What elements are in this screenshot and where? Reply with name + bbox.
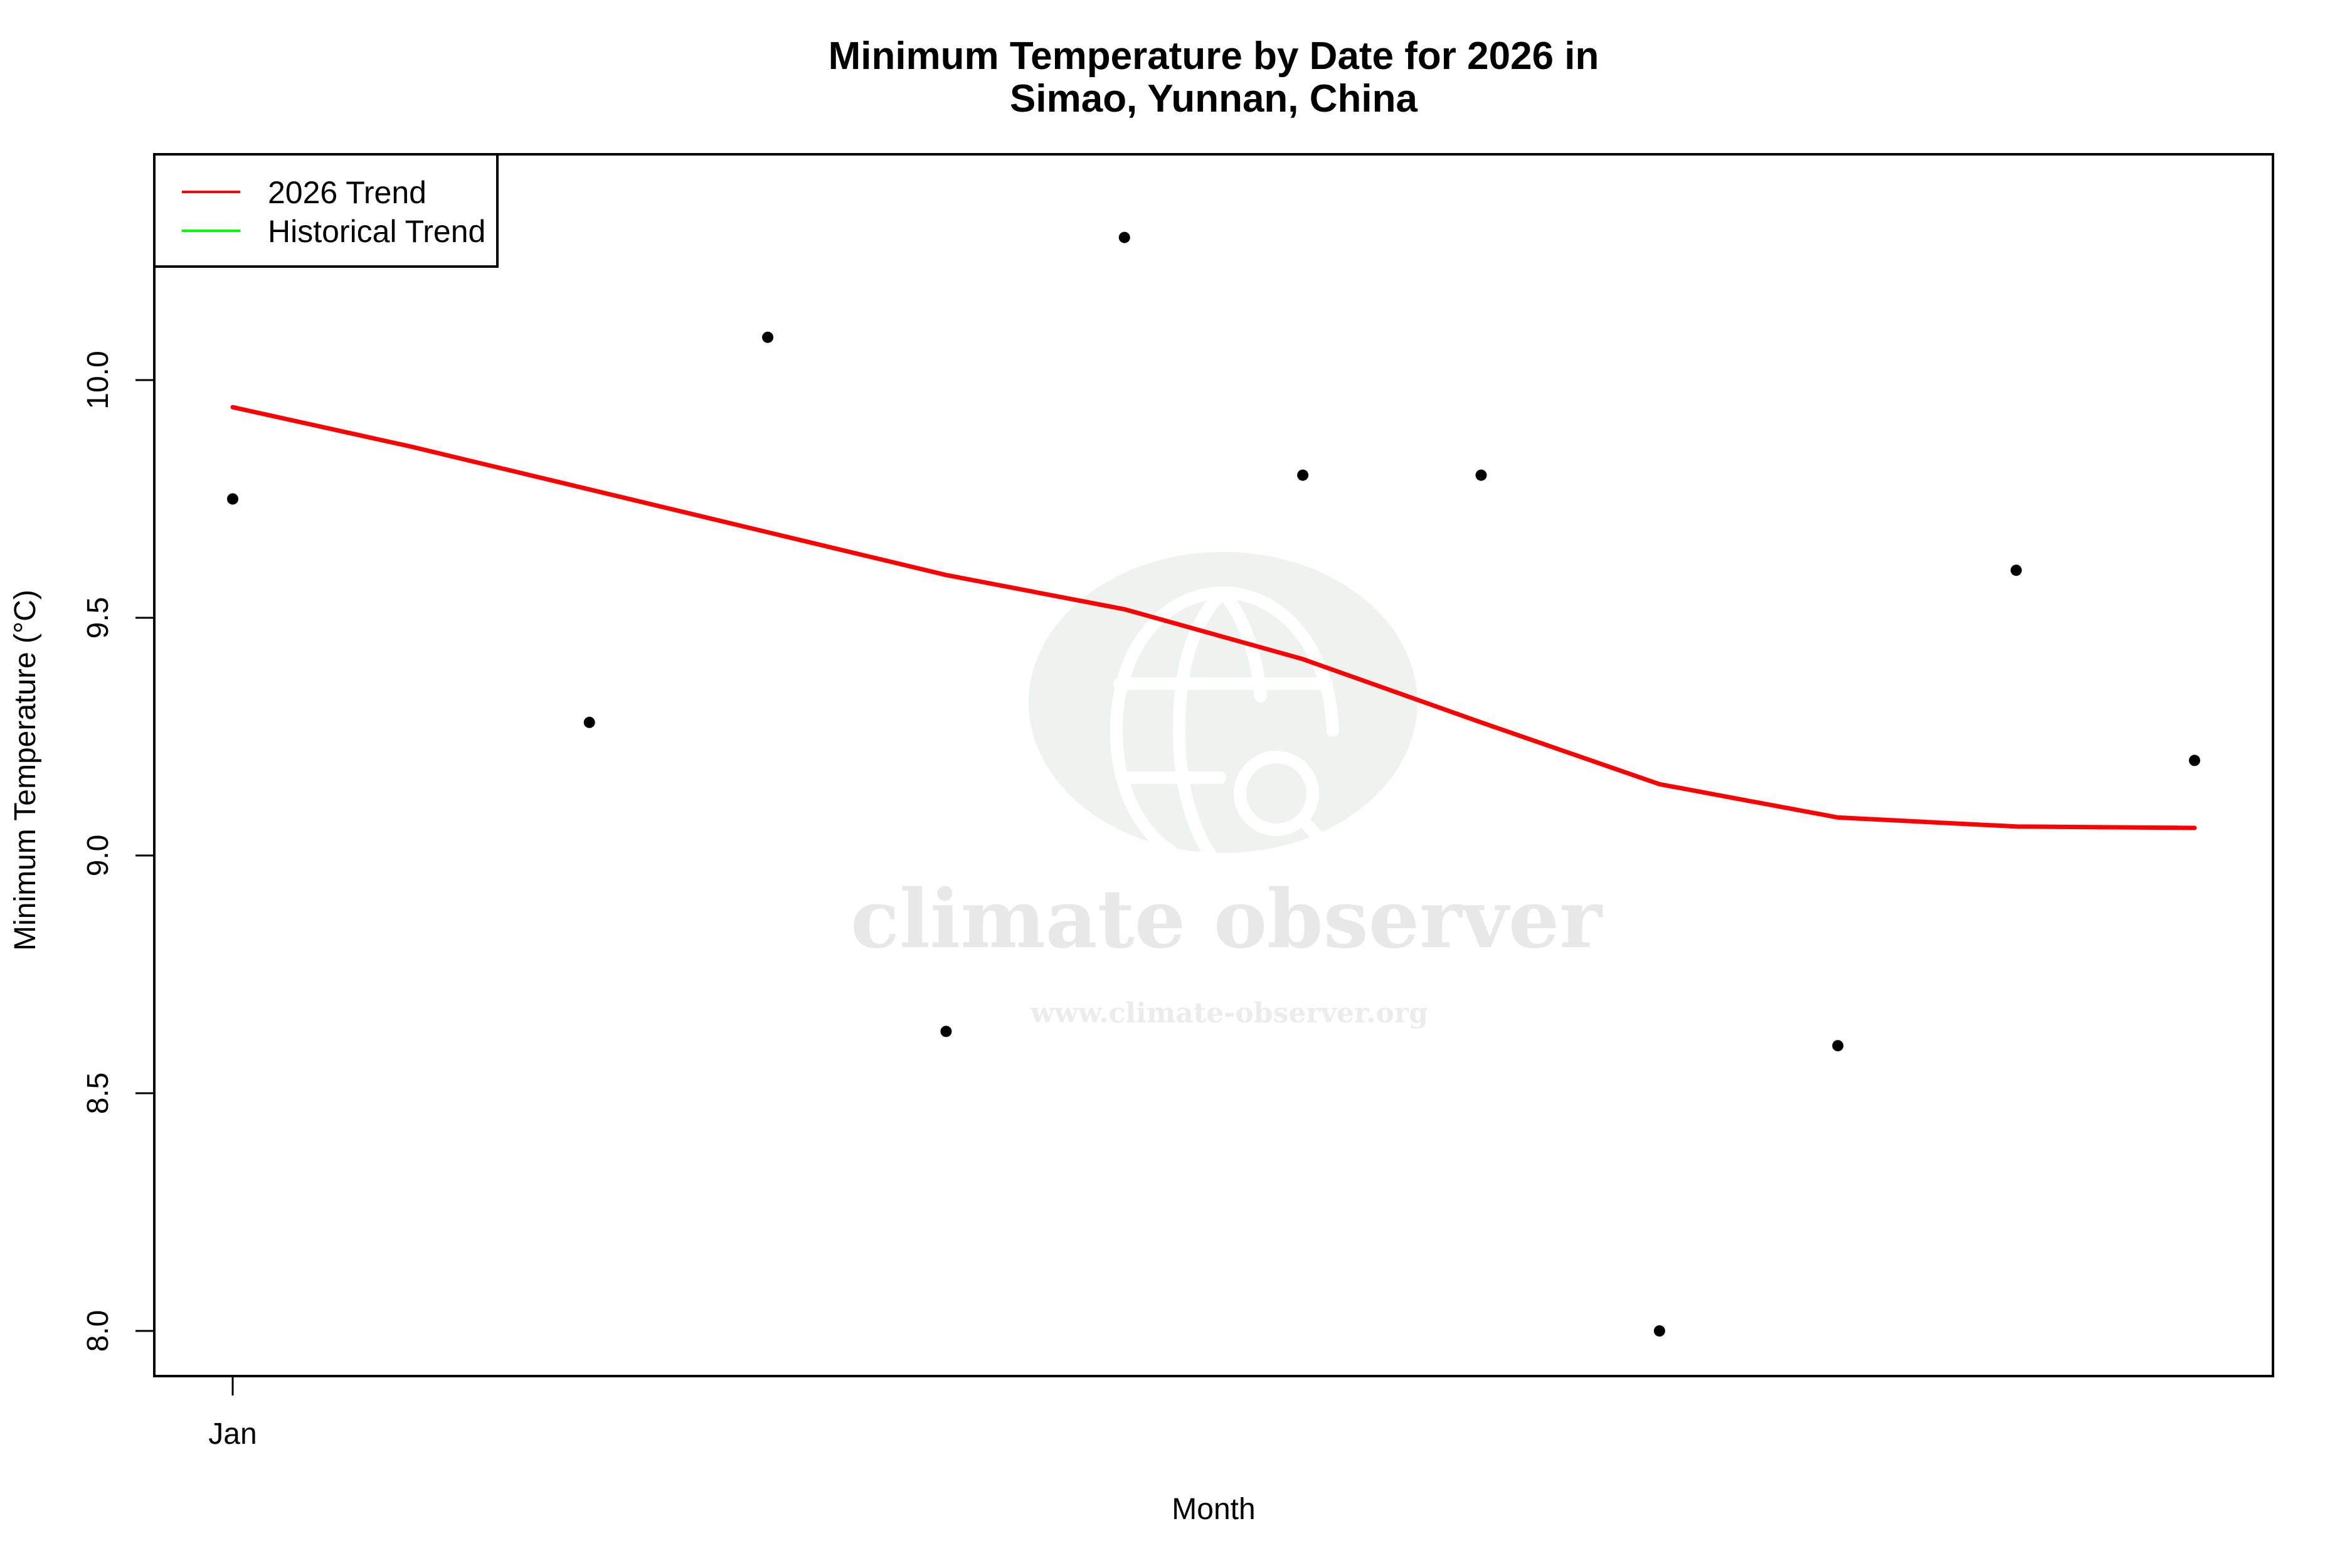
legend-label-historical-trend: Historical Trend [268,214,485,249]
legend-label-2026-trend: 2026 Trend [268,175,426,210]
data-point [2188,755,2200,766]
y-tick-label: 10.0 [82,351,115,409]
data-points [227,231,2200,1337]
x-axis-label: Month [1172,1493,1255,1526]
y-tick-label: 8.5 [82,1073,115,1115]
trend-lines [230,405,2197,830]
y-tick-label: 9.0 [82,835,115,877]
data-point [2010,564,2022,576]
data-point [1832,1040,1844,1052]
x-tick-label: Jan [208,1417,257,1451]
y-axis-label: Minimum Temperature (°C) [9,590,42,951]
data-point [1297,469,1309,481]
globe-search-icon [1110,586,1339,872]
y-tick-label: 8.0 [82,1310,115,1352]
data-point [1653,1325,1665,1337]
watermark-url-text: www.climate-observer.org [1030,997,1428,1029]
trend-line-2026-trend [230,405,2197,830]
legend: 2026 Trend Historical Trend [153,153,499,268]
chart-title-line-2: Simao, Yunnan, China [1010,77,1417,120]
data-point [1118,231,1130,243]
data-point [227,493,238,505]
data-point [940,1025,952,1037]
y-axis: 8.0 8.5 9.0 9.5 10.0 [82,351,154,1352]
data-point [1475,469,1487,481]
watermark: climate observer www.climate-observer.or… [850,552,1602,1029]
plot-frame [153,153,2274,1377]
legend-box [153,153,499,268]
chart-title-line-1: Minimum Temperature by Date for 2026 in [829,34,1599,78]
watermark-brand-text: climate observer [850,872,1602,967]
data-point [583,716,595,728]
data-point [762,331,774,343]
y-tick-label: 9.5 [82,597,115,639]
x-axis: Jan [208,1376,257,1451]
